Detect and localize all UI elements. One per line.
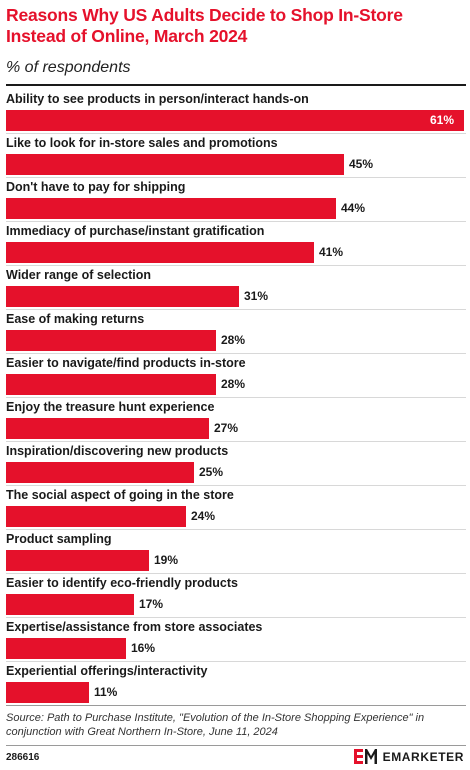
- chart-id: 286616: [6, 752, 40, 763]
- bar: [6, 594, 134, 615]
- category-label: The social aspect of going in the store: [6, 488, 234, 502]
- source-divider: [6, 705, 466, 706]
- value-label: 16%: [131, 641, 156, 655]
- category-label: Enjoy the treasure hunt experience: [6, 400, 215, 414]
- row-divider: [6, 397, 466, 398]
- category-label: Product sampling: [6, 532, 112, 546]
- row-divider: [6, 133, 466, 134]
- value-label: 28%: [221, 377, 246, 391]
- row-divider: [6, 309, 466, 310]
- bar: [6, 682, 89, 703]
- value-label: 61%: [430, 113, 455, 127]
- category-label: Immediacy of purchase/instant gratificat…: [6, 224, 265, 238]
- value-label: 45%: [349, 157, 374, 171]
- row-divider: [6, 617, 466, 618]
- bar: [6, 418, 209, 439]
- bar: [6, 330, 216, 351]
- category-label: Inspiration/discovering new products: [6, 444, 229, 458]
- row-divider: [6, 221, 466, 222]
- bar: [6, 286, 239, 307]
- bar: [6, 506, 186, 527]
- row-divider: [6, 177, 466, 178]
- bar: [6, 550, 149, 571]
- top-rule: [6, 84, 466, 86]
- row-divider: [6, 573, 466, 574]
- row-divider: [6, 353, 466, 354]
- value-label: 28%: [221, 333, 246, 347]
- row-divider: [6, 661, 466, 662]
- category-label: Like to look for in-store sales and prom…: [6, 136, 278, 150]
- brand-name: EMARKETER: [382, 749, 464, 764]
- value-label: 41%: [319, 245, 344, 259]
- brand-logo: EMARKETER: [353, 749, 464, 764]
- category-label: Don't have to pay for shipping: [6, 180, 186, 194]
- value-label: 11%: [94, 685, 118, 699]
- row-divider: [6, 265, 466, 266]
- category-label: Ease of making returns: [6, 312, 145, 326]
- bar: [6, 638, 126, 659]
- value-label: 31%: [244, 289, 269, 303]
- value-label: 44%: [341, 201, 366, 215]
- footer-divider: [6, 745, 466, 746]
- value-label: 17%: [139, 597, 164, 611]
- value-label: 27%: [214, 421, 239, 435]
- category-label: Expertise/assistance from store associat…: [6, 620, 263, 634]
- category-label: Easier to navigate/find products in-stor…: [6, 356, 246, 370]
- value-label: 19%: [154, 553, 179, 567]
- category-label: Ability to see products in person/intera…: [6, 92, 309, 106]
- bar: [6, 242, 314, 263]
- bar: [6, 374, 216, 395]
- bar: [6, 110, 464, 131]
- row-divider: [6, 441, 466, 442]
- category-label: Easier to identify eco-friendly products: [6, 576, 238, 590]
- row-divider: [6, 529, 466, 530]
- source-note: Source: Path to Purchase Institute, "Evo…: [6, 712, 425, 738]
- chart-subtitle: % of respondents: [6, 59, 131, 76]
- value-label: 24%: [191, 509, 216, 523]
- row-divider: [6, 485, 466, 486]
- bar: [6, 154, 344, 175]
- emarketer-logo-icon: [353, 749, 377, 764]
- category-label: Experiential offerings/interactivity: [6, 664, 208, 678]
- bar: [6, 462, 194, 483]
- category-label: Wider range of selection: [6, 268, 152, 282]
- value-label: 25%: [199, 465, 224, 479]
- bar: [6, 198, 336, 219]
- chart-title: Reasons Why US Adults Decide to Shop In-…: [6, 5, 403, 46]
